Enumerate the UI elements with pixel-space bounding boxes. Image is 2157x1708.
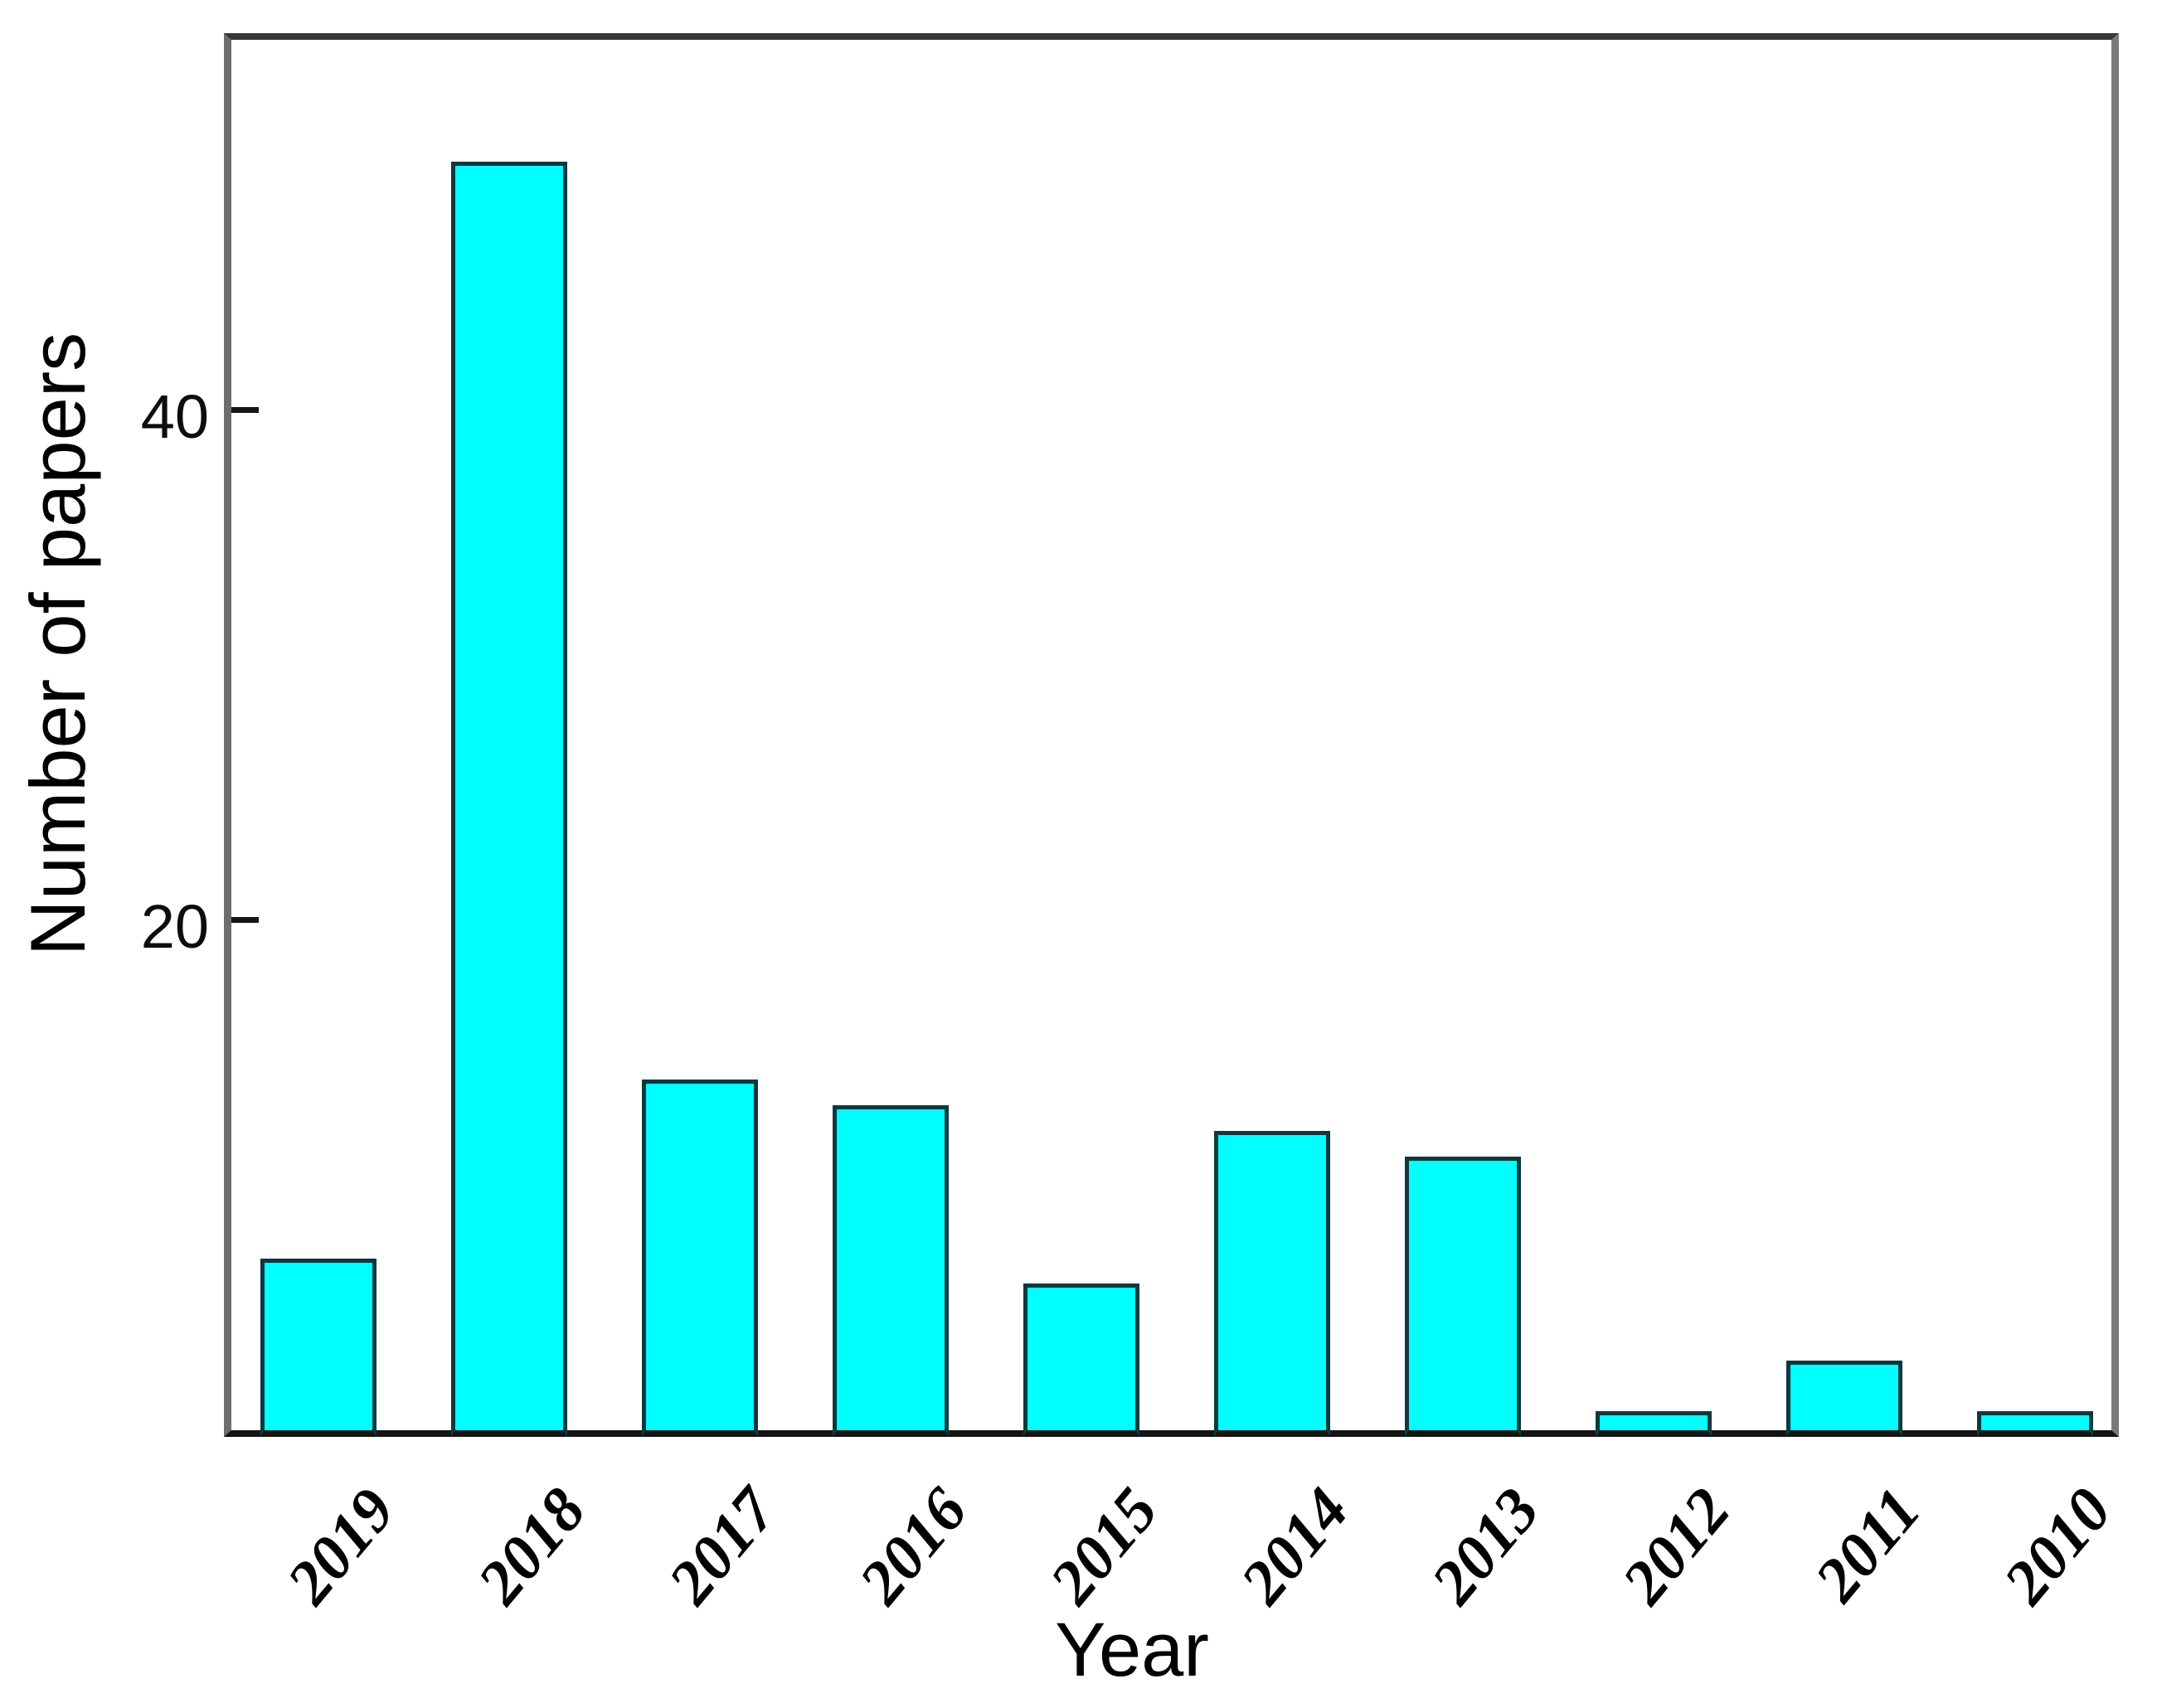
xtick-label-2019: 2019 — [274, 1475, 409, 1617]
xtick-label-2017: 2017 — [655, 1475, 790, 1617]
xtick-label-2015: 2015 — [1037, 1475, 1172, 1617]
bar-2012 — [1596, 1411, 1712, 1437]
xtick-label-2018: 2018 — [464, 1475, 600, 1617]
xtick-label-2011: 2011 — [1801, 1475, 1935, 1614]
bar-2019 — [260, 1259, 377, 1437]
xtick-label-2014: 2014 — [1227, 1475, 1363, 1617]
xtick-label-2013: 2013 — [1418, 1475, 1553, 1617]
bar-2016 — [833, 1105, 949, 1437]
xtick-label-2012: 2012 — [1609, 1475, 1744, 1617]
ytick-label-20: 20 — [140, 892, 209, 961]
ytick-mark-40 — [231, 407, 259, 413]
bar-2010 — [1977, 1411, 2093, 1437]
bar-2011 — [1786, 1361, 1902, 1437]
bar-2013 — [1405, 1157, 1521, 1437]
xtick-label-2016: 2016 — [846, 1475, 981, 1617]
plot-area — [224, 33, 2119, 1437]
x-axis-title: Year — [1055, 1608, 1209, 1692]
ytick-mark-20 — [231, 917, 259, 923]
bar-2015 — [1023, 1283, 1139, 1437]
bar-2014 — [1214, 1131, 1330, 1437]
xtick-label-2010: 2010 — [1990, 1475, 2125, 1617]
ytick-label-40: 40 — [140, 382, 209, 451]
bar-2018 — [451, 162, 567, 1437]
bar-2017 — [642, 1080, 758, 1437]
